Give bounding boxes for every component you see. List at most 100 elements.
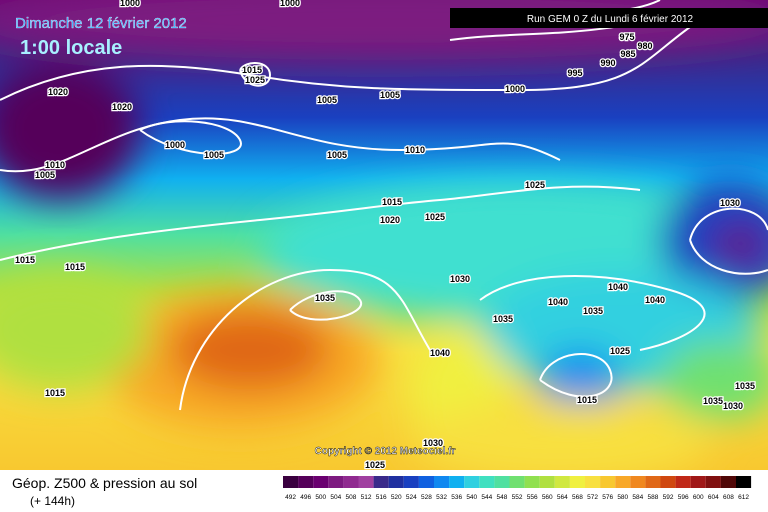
legend-cell [343,476,359,488]
isobar-label: 1000 [280,0,300,8]
isobar-label: 1000 [505,84,525,94]
legend-label: 584 [632,494,643,501]
isobar-label: 1005 [380,90,400,100]
isobar-label: 1020 [380,215,400,225]
legend-cell [585,476,601,488]
isobar-label: 1015 [65,262,85,272]
legend-label: 508 [346,494,357,501]
isobar-label: 1010 [45,160,65,170]
legend-label: 600 [693,494,704,501]
legend-label: 572 [587,494,598,501]
legend-cell [524,476,540,488]
isobar-label: 1040 [548,297,568,307]
legend-cell [675,476,691,488]
footer-title: Géop. Z500 & pression au sol [12,475,197,491]
legend-cell [554,476,570,488]
legend-label: 576 [602,494,613,501]
legend-label: 612 [738,494,749,501]
isobar-label: 1020 [112,102,132,112]
isobar-label: 975 [619,32,634,42]
legend-cell [298,476,314,488]
isobar-label: 1005 [317,95,337,105]
legend-label: 564 [557,494,568,501]
legend-label: 540 [466,494,477,501]
isobar-label: 1005 [204,150,224,160]
isobar-label: 1025 [525,180,545,190]
footer-subtitle: (+ 144h) [30,494,75,508]
isobar-label: 1005 [327,150,347,160]
legend-label: 592 [663,494,674,501]
legend-label: 568 [572,494,583,501]
isobar-label: 1035 [315,293,335,303]
isobar-label: 995 [567,68,582,78]
isobars [0,0,768,410]
legend-label: 544 [481,494,492,501]
isobar-label: 1015 [382,197,402,207]
legend-cell [539,476,555,488]
isobar-label: 1030 [450,274,470,284]
isobar-label: 1015 [577,395,597,405]
legend-label: 512 [361,494,372,501]
legend-cell [328,476,344,488]
legend-cell [494,476,510,488]
legend-cell [418,476,434,488]
legend-label: 536 [451,494,462,501]
height-field [0,0,768,480]
legend-cell [690,476,706,488]
legend-label: 532 [436,494,447,501]
copyright: Copyright © 2012 Meteociel.fr [315,446,456,457]
isobar-label: 1000 [120,0,140,8]
legend-label: 552 [512,494,523,501]
isobar-label: 1035 [583,306,603,316]
isobar-label: 1005 [35,170,55,180]
legend-cell [373,476,389,488]
run-label: Run GEM 0 Z du Lundi 6 février 2012 [527,14,694,25]
legend-label: 524 [406,494,417,501]
isobar-label: 1030 [723,401,743,411]
legend-cell [705,476,721,488]
isobar-label: 1030 [423,438,443,448]
legend-label: 516 [376,494,387,501]
legend-cell [283,476,299,488]
isobar-label: 1035 [703,396,723,406]
legend-cell [600,476,616,488]
isobar-label: 1025 [610,346,630,356]
isobar-label: 1025 [245,75,265,85]
legend-cell [736,476,752,488]
legend-label: 608 [723,494,734,501]
legend-label: 556 [527,494,538,501]
legend-cell [313,476,329,488]
legend-label: 604 [708,494,719,501]
isobar-label: 1010 [405,145,425,155]
isobar-label: 1025 [425,212,445,222]
isobar-label: 1040 [608,282,628,292]
legend-cell [403,476,419,488]
legend-label: 588 [648,494,659,501]
isobar-label: 1000 [165,140,185,150]
legend-cell [358,476,374,488]
isobar-label: 1015 [242,65,262,75]
legend-label: 548 [497,494,508,501]
isobar-label: 1015 [15,255,35,265]
time-label: 1:00 locale [20,37,122,59]
legend-cell [569,476,585,488]
isobar-label: 1040 [430,348,450,358]
legend-cell [388,476,404,488]
legend-cell [645,476,661,488]
run-box [450,8,768,28]
isobar-label: 985 [620,49,635,59]
legend-label: 596 [678,494,689,501]
isobar-label: 1025 [365,460,385,470]
legend-cell [449,476,465,488]
isobar-label: 990 [600,58,615,68]
legend-cell [615,476,631,488]
legend-cell [509,476,525,488]
legend-cell [630,476,646,488]
isobar-label: 1015 [45,388,65,398]
legend-label: 528 [421,494,432,501]
legend-label: 492 [285,494,296,501]
isobar-label: 1035 [735,381,755,391]
isobar-label: 1035 [493,314,513,324]
